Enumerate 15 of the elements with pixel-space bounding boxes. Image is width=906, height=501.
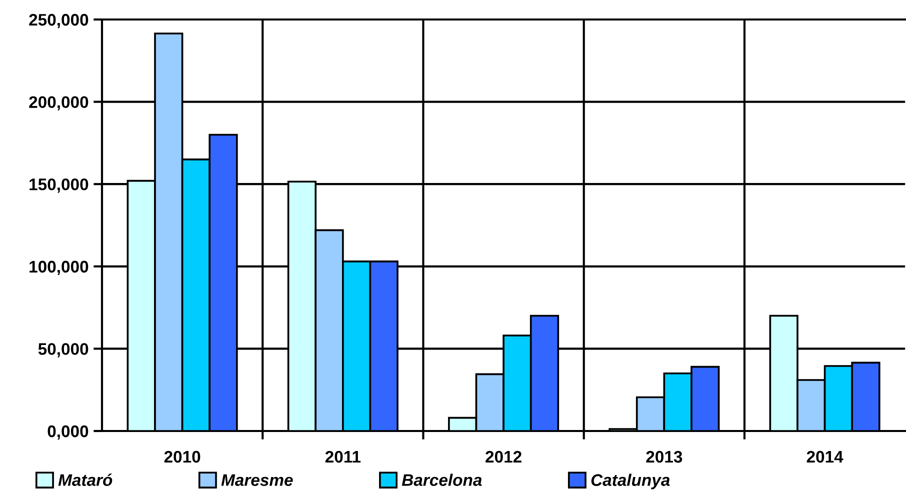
legend-label: Maresme <box>221 474 293 486</box>
y-tick-label: 150,000 <box>30 178 88 193</box>
y-tick-label: 250,000 <box>29 14 88 28</box>
x-tick-label: 2011 <box>325 450 361 463</box>
y-tick-label: 200,000 <box>29 96 88 110</box>
x-tick-label: 2012 <box>486 450 522 463</box>
y-tick-label: 100,000 <box>30 260 88 276</box>
x-tick-label: 2010 <box>164 450 200 463</box>
y-tick-label: 50,000 <box>38 343 88 358</box>
x-tick-label: 2013 <box>646 450 682 463</box>
x-tick-label: 2014 <box>806 450 844 463</box>
y-tick-label: 0,000 <box>48 425 88 440</box>
legend-label: Mataró <box>58 474 112 486</box>
legend-label: Barcelona <box>402 474 482 486</box>
legend-label: Catalunya <box>591 474 670 490</box>
